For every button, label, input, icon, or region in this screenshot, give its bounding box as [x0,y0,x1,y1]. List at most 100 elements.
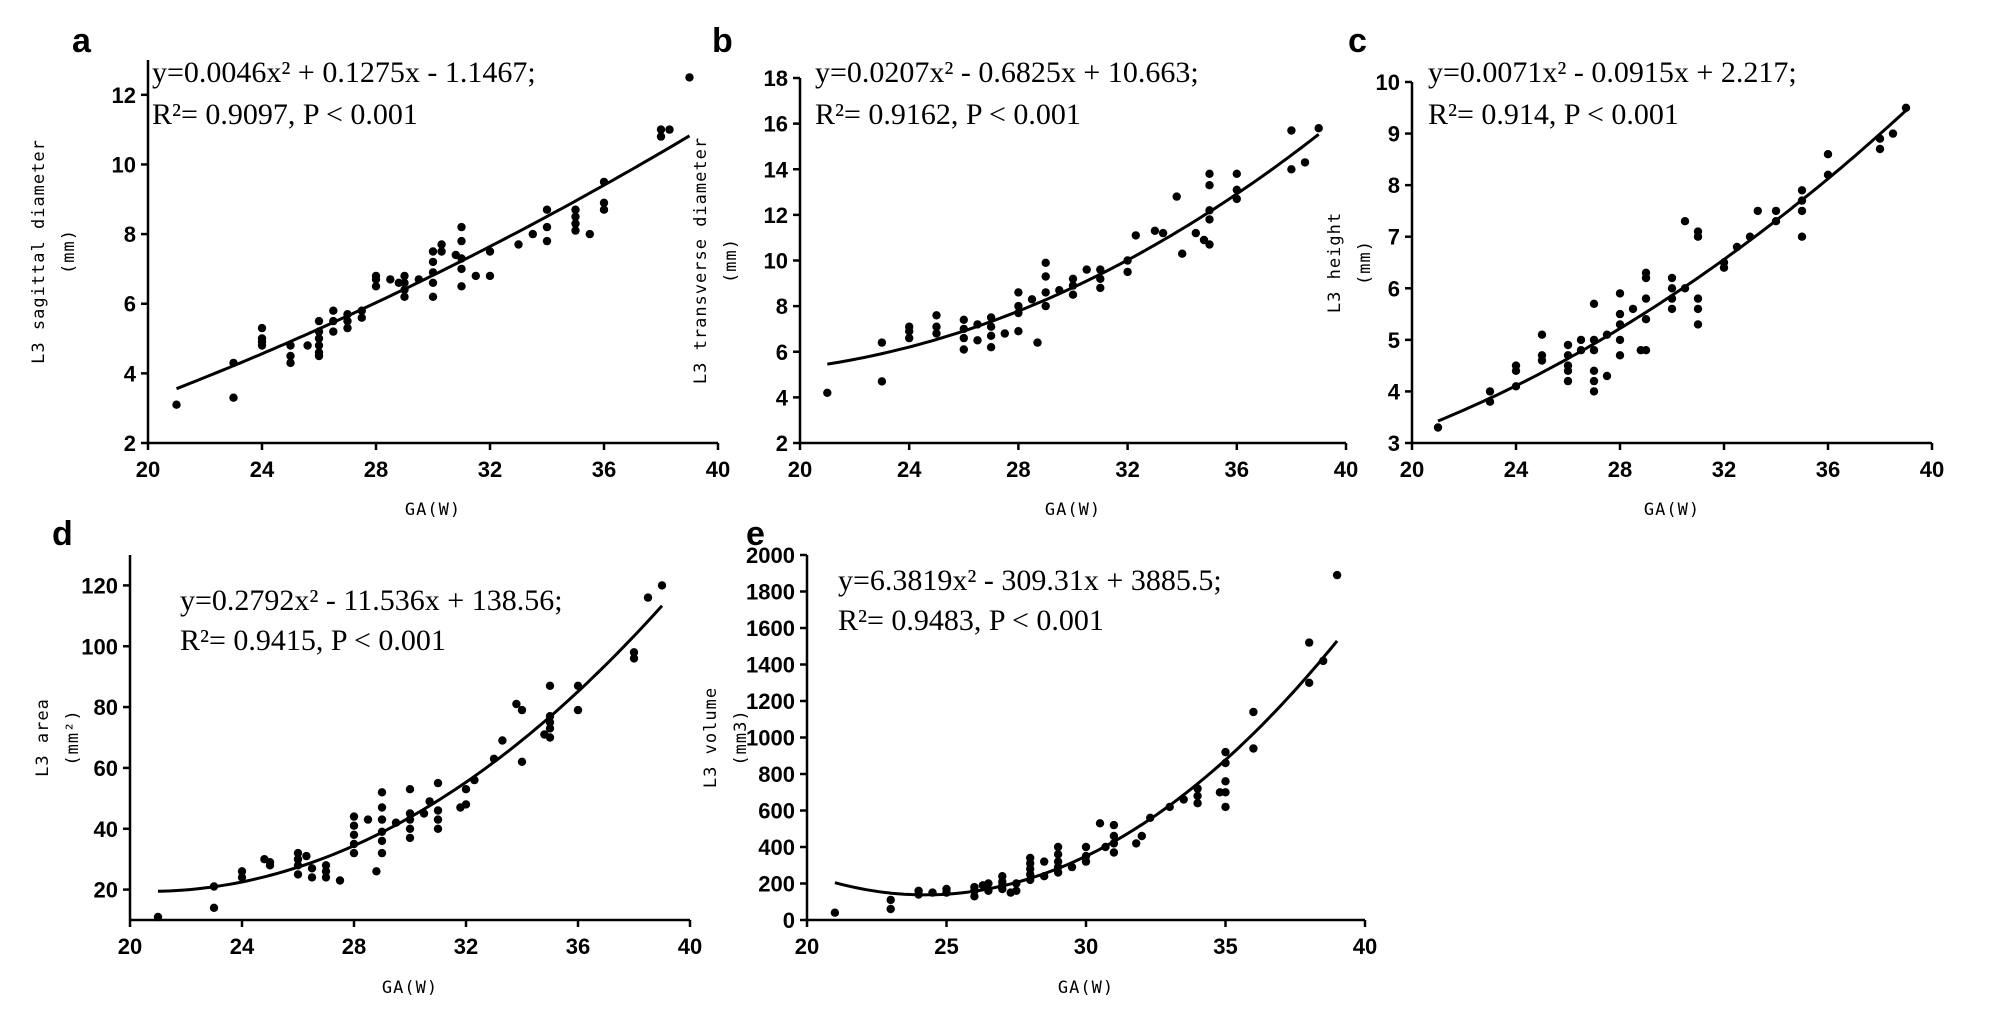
data-point [1131,231,1141,240]
data-point [1589,346,1599,355]
y-tick-label: 2000 [746,543,795,568]
data-point [405,809,415,818]
data-point [405,824,415,833]
data-point [437,247,446,256]
data-point [571,212,580,221]
data-point [1221,802,1230,812]
data-point [1082,265,1091,274]
data-point [321,867,331,876]
data-point [1232,169,1242,178]
x-tick-label: 36 [1225,457,1249,482]
y-axis-label: L3 sagittal diameter [29,139,49,364]
data-point [1797,206,1807,216]
data-point [932,329,941,338]
data-point [1101,842,1110,852]
data-point [1615,320,1625,329]
data-point [542,205,552,214]
x-axis-label: GA(W) [1045,500,1101,520]
data-point [1576,335,1586,345]
data-point [307,873,317,882]
data-point [1014,301,1023,311]
data-point [457,236,466,246]
data-point [1576,346,1586,355]
data-point [1096,283,1105,293]
data-point [1753,206,1763,216]
data-point [545,681,555,690]
data-point [1095,819,1105,828]
y-tick-label: 800 [758,762,795,787]
y-tick-label: 400 [758,835,795,860]
regression-stats: R²= 0.914, P < 0.001 [1428,98,1679,131]
y-tick-label: 6 [776,340,788,365]
data-point [1287,126,1296,135]
data-point [1693,294,1703,303]
data-point [1221,788,1230,797]
panel-d: d 20 24 28 32 36 40 20 40 60 80 100 120 GA(W) L3 area (… [33,515,702,998]
data-point [517,757,527,766]
data-point [1137,831,1147,841]
y-tick-label: 9 [1388,122,1400,147]
data-point [1537,356,1547,365]
data-point [457,222,466,232]
data-point [1602,330,1612,339]
y-tick-label: 6 [1388,276,1400,301]
data-point [1667,294,1677,303]
data-point [391,818,401,827]
data-point [512,699,521,709]
data-point [1589,366,1599,375]
data-point [1123,267,1132,277]
data-point [329,316,338,326]
data-point [400,285,409,294]
data-point [1537,330,1547,339]
y-tick-label: 4 [124,361,137,386]
data-point [1615,335,1625,345]
data-point [302,851,311,861]
panel-e: e20 25 30 35 4002004006008001000120014001600… [701,515,1377,998]
data-point [542,236,552,246]
data-point [528,229,537,239]
data-point [1667,273,1677,283]
data-point [1732,242,1742,252]
data-point [599,177,609,187]
y-tick-label: 100 [81,634,118,659]
panel-letter: b [712,22,733,60]
data-point [1287,165,1296,174]
data-point [1875,134,1885,143]
data-point [371,282,381,291]
regression-equation: y=0.0207x² - 0.6825x + 10.663; [815,56,1199,89]
data-point [386,275,395,284]
data-point [1563,351,1573,360]
data-point [877,377,887,386]
data-point [1589,335,1599,345]
data-point [542,222,552,232]
data-point [886,904,895,914]
panel-letter: c [1348,22,1367,60]
x-tick-label: 20 [788,457,812,482]
data-point [457,282,466,291]
data-point [514,240,523,249]
data-point [433,815,443,824]
y-axis-label: L3 transverse diameter [691,137,711,384]
data-point [1693,304,1703,314]
data-point [377,803,387,812]
data-point [343,323,352,333]
data-point [489,754,499,763]
data-point [1179,795,1188,804]
data-point [257,323,267,333]
data-point [986,343,996,352]
data-point [984,879,993,888]
x-tick-label: 40 [1334,457,1358,482]
data-point [545,712,555,721]
data-point [643,593,653,602]
data-point [1027,295,1037,304]
y-tick-label: 3 [1388,431,1400,456]
data-point [371,275,381,284]
data-point [1797,232,1807,241]
data-point [1068,274,1078,283]
data-point [571,219,580,228]
data-point [377,827,387,836]
y-tick-label: 10 [764,249,788,274]
y-axis-label: L3 volume [701,687,721,788]
data-point [886,895,895,905]
data-point [1012,886,1021,895]
